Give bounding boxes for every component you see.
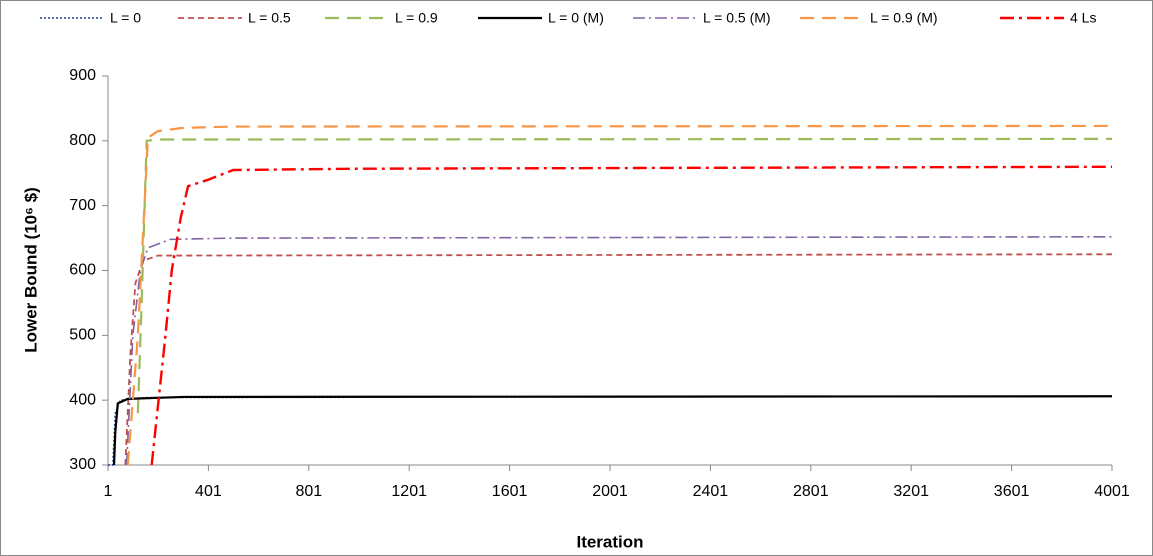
x-tick-label: 2801	[793, 483, 829, 500]
y-tick-label: 600	[69, 262, 96, 279]
x-axis-title: Iteration	[576, 532, 643, 551]
x-tick-label: 1	[104, 483, 113, 500]
legend-label: L = 0.9 (M)	[870, 10, 938, 26]
legend-label: L = 0	[110, 10, 141, 26]
y-tick-label: 900	[69, 67, 96, 84]
legend-label: L = 0 (M)	[548, 10, 604, 26]
x-tick-label: 2401	[693, 483, 729, 500]
y-axis-title: Lower Bound (10⁶ $)	[21, 187, 40, 353]
series-line	[126, 124, 1113, 466]
y-tick-label: 800	[69, 132, 96, 149]
x-tick-label: 1601	[492, 483, 528, 500]
x-tick-label: 801	[295, 483, 322, 500]
series-line	[124, 253, 1113, 466]
x-tick-label: 401	[195, 483, 222, 500]
x-tick-label: 3601	[994, 483, 1030, 500]
legend-label: 4 Ls	[1070, 10, 1096, 26]
legend-label: L = 0.5	[248, 10, 291, 26]
x-tick-label: 2001	[592, 483, 628, 500]
x-tick-label: 3201	[893, 483, 929, 500]
series-line	[112, 395, 1113, 466]
y-tick-label: 700	[69, 197, 96, 214]
y-tick-label: 500	[69, 327, 96, 344]
series-line	[150, 165, 1113, 466]
x-tick-label: 4001	[1094, 483, 1130, 500]
legend-label: L = 0.9	[395, 10, 438, 26]
series-line	[136, 137, 1113, 414]
y-tick-label: 300	[69, 456, 96, 473]
y-tick-label: 400	[69, 391, 96, 408]
legend-label: L = 0.5 (M)	[703, 10, 771, 26]
x-tick-label: 1201	[391, 483, 427, 500]
